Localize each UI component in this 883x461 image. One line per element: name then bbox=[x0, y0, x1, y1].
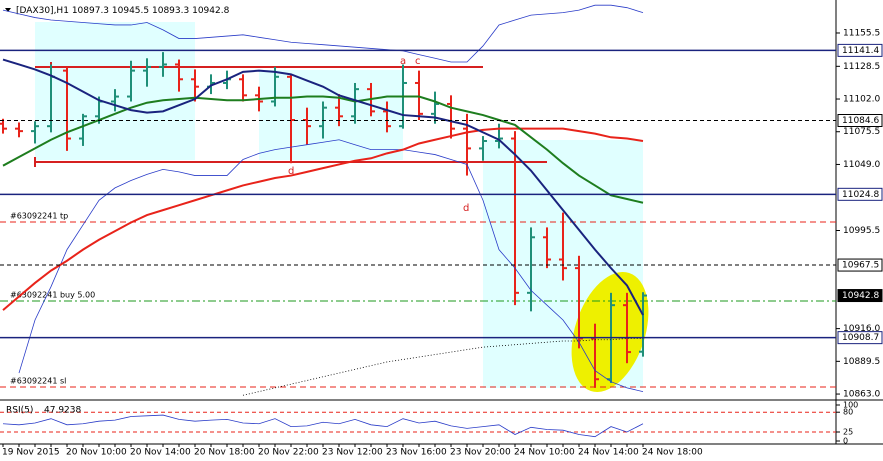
x-tick-label: 20 Nov 18:00 bbox=[194, 448, 255, 458]
order-label: #63092241 sl bbox=[10, 377, 66, 386]
menu-arrow[interactable] bbox=[5, 8, 11, 12]
indicator-line bbox=[2, 127, 644, 311]
x-tick-label: 20 Nov 14:00 bbox=[130, 448, 191, 458]
close: 10942.8 bbox=[192, 6, 229, 16]
y-tick-label: 10995.5 bbox=[843, 226, 880, 236]
price-label: 11141.4 bbox=[842, 46, 879, 56]
y-tick-label: 11075.5 bbox=[843, 127, 880, 137]
x-tick-label: 20 Nov 10:00 bbox=[66, 448, 127, 458]
y-tick-label: 10889.5 bbox=[843, 357, 880, 367]
price-label-box bbox=[837, 258, 883, 272]
y-tick-label: 10863.0 bbox=[843, 390, 880, 400]
open: 10897.3 bbox=[72, 6, 109, 16]
annotation: d bbox=[463, 203, 469, 214]
annotation: d bbox=[288, 166, 294, 177]
indicator-line bbox=[2, 4, 644, 63]
rsi-tick-label: 25 bbox=[843, 428, 853, 437]
price-label: 10967.5 bbox=[842, 261, 879, 271]
price-label-box bbox=[837, 331, 883, 345]
price-label-box bbox=[837, 114, 883, 128]
header: [DAX30],H1 10897.3 10945.5 10893.3 10942… bbox=[16, 6, 230, 16]
annotation: c bbox=[415, 56, 421, 67]
y-tick-label: 11155.5 bbox=[843, 28, 880, 38]
x-tick-label: 23 Nov 16:00 bbox=[386, 448, 447, 458]
symbol: [DAX30],H1 bbox=[16, 6, 69, 16]
x-tick-label: 23 Nov 12:00 bbox=[322, 448, 383, 458]
indicator-line bbox=[242, 338, 643, 396]
y-tick-label: 10916.0 bbox=[843, 324, 880, 334]
low: 10893.3 bbox=[152, 6, 189, 16]
rsi-value: 47.9238 bbox=[44, 406, 81, 416]
y-tick-label: 11102.0 bbox=[843, 95, 880, 105]
zone bbox=[259, 70, 403, 160]
price-label-box bbox=[837, 43, 883, 57]
rsi-tick-label: 0 bbox=[843, 437, 848, 446]
price-label-box bbox=[837, 289, 883, 303]
rsi-tick-label: 100 bbox=[843, 401, 858, 410]
price-label-box bbox=[837, 187, 883, 201]
x-tick-label: 24 Nov 10:00 bbox=[514, 448, 575, 458]
order-label: #63092241 buy 5.00 bbox=[10, 290, 95, 299]
y-tick-label: 11128.5 bbox=[843, 62, 880, 72]
high: 10945.5 bbox=[112, 6, 149, 16]
order-label: #63092241 tp bbox=[10, 211, 68, 220]
annotation: a bbox=[400, 56, 406, 67]
x-tick-label: 23 Nov 20:00 bbox=[450, 448, 511, 458]
price-label: 11024.8 bbox=[842, 190, 879, 200]
x-tick-label: 20 Nov 22:00 bbox=[258, 448, 319, 458]
x-tick-label: 24 Nov 18:00 bbox=[642, 448, 703, 458]
indicator-line bbox=[2, 58, 644, 316]
indicator-line bbox=[2, 95, 644, 204]
x-tick-label: 24 Nov 14:00 bbox=[578, 448, 639, 458]
price-label: 11084.6 bbox=[842, 116, 879, 126]
y-tick-label: 11049.0 bbox=[843, 160, 880, 170]
price-label: 10908.7 bbox=[842, 333, 879, 343]
indicator-line bbox=[18, 139, 644, 392]
price-label: 10942.8 bbox=[842, 291, 879, 301]
rsi-label: RSI(5) bbox=[6, 406, 33, 416]
rsi-tick-label: 80 bbox=[843, 408, 853, 417]
x-tick-label: 19 Nov 2015 bbox=[2, 448, 60, 458]
rsi-line bbox=[2, 414, 644, 438]
